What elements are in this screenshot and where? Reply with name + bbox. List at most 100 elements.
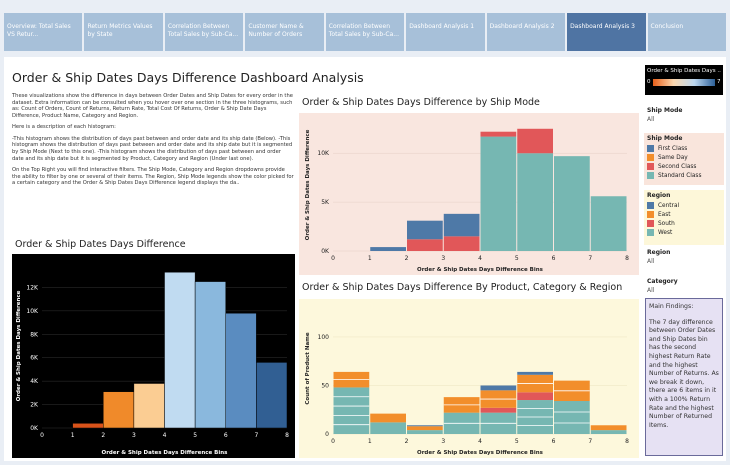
y-tick-label: 6K [30, 355, 39, 362]
y-tick-label: 12K [26, 284, 39, 291]
bar-bin-4[interactable] [164, 271, 196, 429]
bar-segment-standard-class[interactable] [590, 196, 627, 251]
bar-bin-5[interactable] [194, 281, 226, 429]
x-tick-label: 6 [552, 255, 556, 262]
ship_mode-legend-item[interactable]: Standard Class [647, 171, 721, 180]
bar-bin-1[interactable] [72, 423, 104, 429]
bar-segment-first-class[interactable] [407, 220, 443, 240]
x-tick-label: 0 [40, 432, 44, 439]
legend-swatch [647, 172, 654, 179]
ship_mode-legend-item[interactable]: Second Class [647, 162, 721, 171]
bar-segment-central[interactable] [517, 371, 553, 375]
gradient-legend-title: Order & Ship Dates Days .. [647, 68, 721, 74]
x-tick-label: 4 [478, 438, 482, 445]
x-tick-label: 0 [331, 255, 335, 262]
x-tick-label: 3 [441, 438, 445, 445]
x-tick-label: 8 [625, 438, 629, 445]
region-legend-item[interactable]: West [647, 228, 721, 237]
bar-segment-standard-class[interactable] [480, 136, 517, 251]
x-tick-label: 1 [368, 255, 372, 262]
tab-2[interactable]: Return Metrics Values by State [84, 13, 163, 51]
bar-bin-7[interactable] [256, 362, 288, 429]
bar-bin-2[interactable] [103, 391, 135, 429]
category-filter-label: Category [647, 278, 678, 285]
findings-heading: Main Findings: [649, 303, 694, 310]
ship-mode-histogram[interactable]: 0K 5K 10K 0 1 2 3 4 5 6 7 8 Order & Ship Dates Days … [299, 113, 639, 275]
tab-3[interactable]: Correlation Between Total Sales by Sub-C… [164, 13, 244, 51]
ship-mode-filter-dropdown[interactable]: All [647, 116, 655, 123]
bar-segment-standard-class[interactable] [554, 156, 590, 251]
region-filter-dropdown[interactable]: All [647, 258, 655, 265]
bar-segment-west[interactable] [370, 422, 406, 434]
tab-bar: Overview: Total Sales VS Retur... Return … [4, 13, 726, 51]
product-histogram[interactable]: 0 50 100 0 1 2 3 4 5 6 7 8 Order & Ship Dates Days D… [299, 299, 639, 458]
bar-bin-3[interactable] [133, 383, 165, 429]
tab-1[interactable]: Overview: Total Sales VS Retur... [4, 13, 83, 51]
ship_mode-legend-item[interactable]: First Class [647, 144, 721, 153]
bar-segment-second-class[interactable] [407, 239, 443, 251]
y-tick-label: 0K [30, 425, 39, 432]
legend-label: South [658, 220, 675, 227]
tab-9[interactable]: Conclusion [647, 13, 726, 51]
legend-label: First Class [658, 145, 688, 152]
region-filter-label: Region [647, 249, 671, 256]
tab-6[interactable]: Dashboard Analysis 1 [406, 13, 485, 51]
description-paragraph: -This histogram shows the distribution o… [12, 135, 293, 162]
x-axis-label: Order & Ship Dates Days Difference Bins [102, 450, 229, 456]
ship-mode-legend[interactable]: Ship Mode First Class Same Day Second Class… [644, 133, 724, 185]
bar-segment-east[interactable] [407, 426, 443, 431]
tab-7[interactable]: Dashboard Analysis 2 [486, 13, 566, 51]
legend-label: Second Class [658, 163, 697, 170]
overall-histogram[interactable]: 0K 2K 4K 6K 8K 10K 12K 0 1 2 3 4 5 6 7 8 Order & Ship Da… [12, 254, 295, 458]
bar-segment-central[interactable] [407, 425, 443, 427]
bar-segment-south[interactable] [517, 392, 553, 401]
y-tick-label: 4K [30, 378, 39, 385]
bar-segment-second-class[interactable] [517, 128, 553, 154]
x-tick-label: 3 [132, 432, 136, 439]
bar-segment-east[interactable] [370, 413, 406, 423]
bar-segment-central[interactable] [480, 385, 517, 391]
x-tick-label: 5 [515, 438, 519, 445]
tab-5[interactable]: Correlation Between Total Sales by Sub-C… [325, 13, 405, 51]
bar-segment-west[interactable] [554, 401, 590, 434]
bar-segment-west[interactable] [590, 430, 627, 434]
bar-segment-east[interactable] [590, 425, 627, 431]
chart-title-product: Order & Ship Dates Days Difference By Pr… [302, 282, 623, 293]
category-filter-dropdown[interactable]: All [647, 287, 655, 294]
bar-segment-south[interactable] [480, 407, 517, 413]
region-legend[interactable]: Region Central East South West [644, 190, 724, 245]
x-tick-label: 0 [331, 438, 335, 445]
bar-segment-standard-class[interactable] [517, 153, 553, 251]
main-findings-box: Main Findings: The 7 day difference betw… [645, 298, 723, 456]
region-legend-item[interactable]: East [647, 210, 721, 219]
bar-segment-second-class[interactable] [443, 236, 480, 251]
bar-segment-second-class[interactable] [480, 131, 517, 137]
page-title: Order & Ship Dates Days Difference Dashb… [12, 70, 364, 85]
x-tick-label: 1 [71, 432, 75, 439]
region-legend-item[interactable]: Central [647, 201, 721, 210]
bar-segment-west[interactable] [407, 430, 443, 434]
bar-bin-6[interactable] [225, 312, 257, 429]
y-tick-label: 0K [321, 248, 330, 255]
gradient-max-label: 7 [717, 79, 721, 85]
y-tick-label: 50 [321, 382, 329, 389]
ship_mode-legend-item[interactable]: Same Day [647, 153, 721, 162]
region-legend-item[interactable]: South [647, 219, 721, 228]
y-tick-label: 0 [325, 431, 329, 438]
legend-swatch [647, 220, 654, 227]
description-paragraph: Here is a description of each histogram: [12, 124, 116, 131]
tab-8[interactable]: Dashboard Analysis 3 [567, 13, 646, 51]
y-tick-label: 100 [318, 334, 330, 341]
chart-title-overall: Order & Ship Dates Days Difference [15, 239, 186, 250]
x-tick-label: 7 [588, 255, 592, 262]
x-tick-label: 5 [515, 255, 519, 262]
days-difference-color-legend[interactable]: Order & Ship Dates Days .. 0 7 [645, 65, 723, 95]
tab-4[interactable]: Customer Name & Number of Orders [245, 13, 324, 51]
bar-segment-first-class[interactable] [370, 247, 406, 251]
x-tick-label: 5 [193, 432, 197, 439]
x-tick-label: 4 [163, 432, 167, 439]
bar-segment-first-class[interactable] [443, 213, 480, 237]
gradient-min-label: 0 [647, 79, 651, 85]
bar-segment-west[interactable] [333, 387, 370, 434]
x-tick-label: 2 [405, 255, 409, 262]
